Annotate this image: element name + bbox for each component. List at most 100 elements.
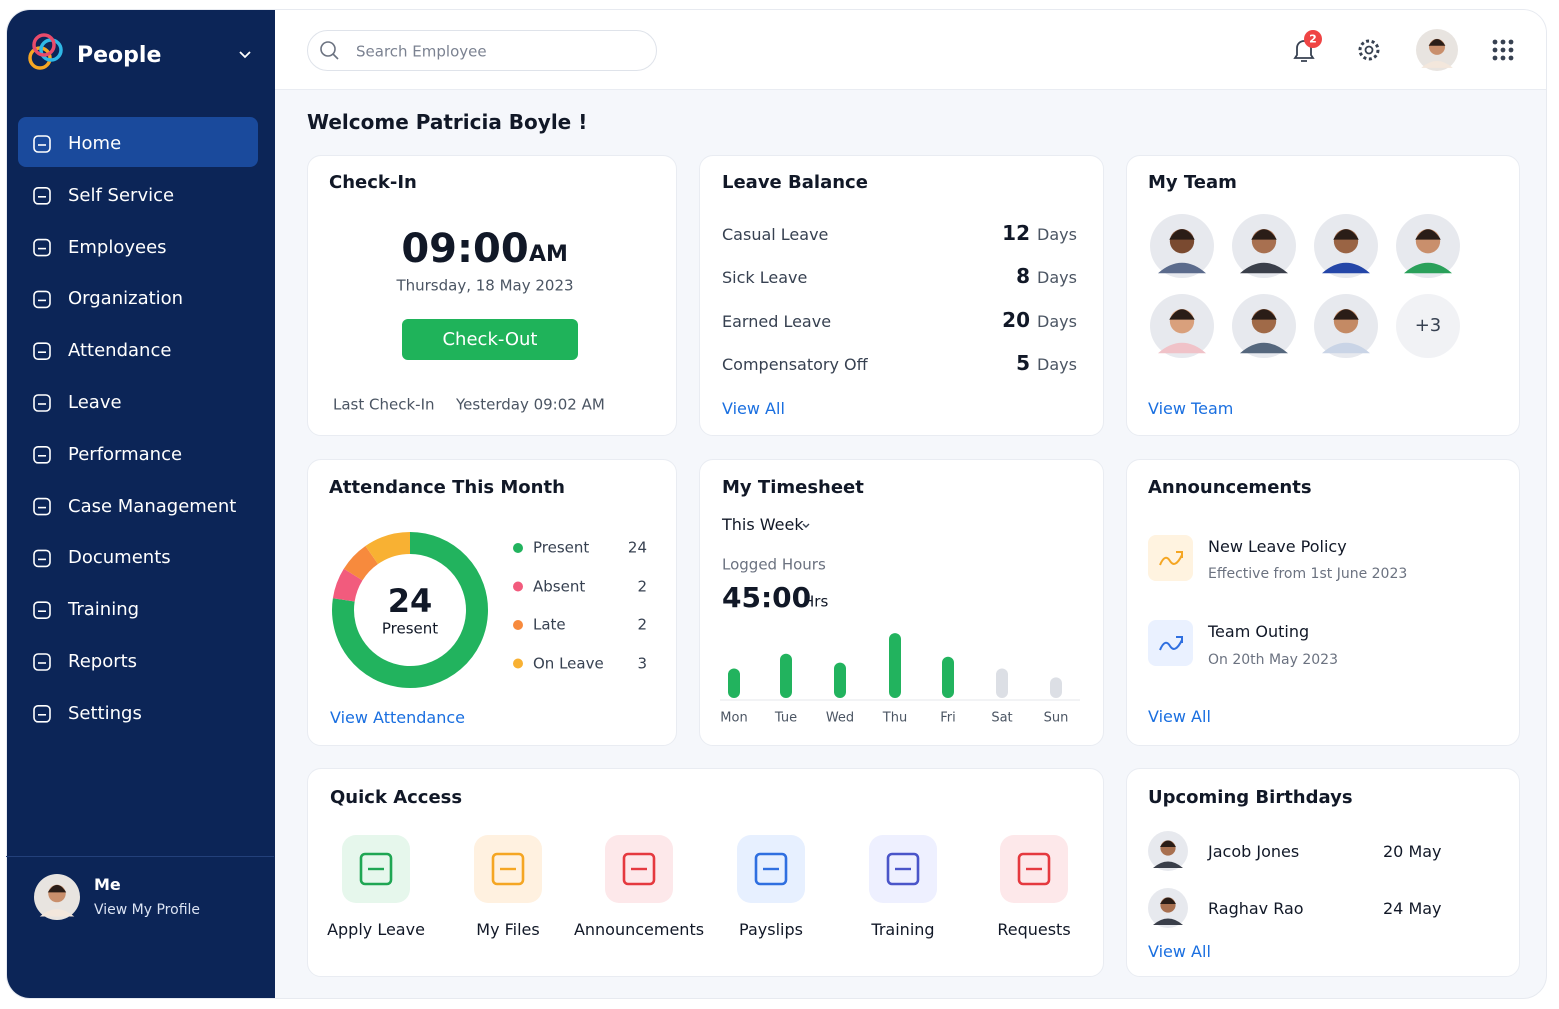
chevron — [239, 51, 251, 59]
card-title: Announcements — [1148, 477, 1312, 498]
apps-icon — [1500, 55, 1506, 61]
nav-item[interactable]: Home — [68, 133, 122, 154]
donut-segment — [332, 568, 363, 603]
nav-icon — [33, 497, 51, 516]
nav-item[interactable]: Attendance — [68, 340, 172, 362]
quick-glyph — [1017, 852, 1051, 886]
quick-label[interactable]: Payslips — [739, 920, 803, 939]
settings-icon — [1364, 45, 1374, 55]
avatar-body — [1153, 918, 1183, 925]
check-in-card — [307, 155, 677, 436]
card-title: Attendance This Month — [329, 477, 565, 498]
nav-active[interactable] — [18, 117, 258, 167]
apps-icon — [1500, 39, 1506, 45]
card-title: Quick Access — [330, 787, 463, 808]
announcement-glyph — [1159, 551, 1183, 566]
donut-segment — [343, 545, 379, 581]
nav-item[interactable]: Reports — [68, 651, 138, 672]
announcement-subtitle: Effective from 1st June 2023 — [1208, 566, 1408, 582]
check-out-button[interactable] — [402, 319, 578, 360]
sidebar-divider — [6, 856, 274, 857]
leave-days: 20 — [1002, 307, 1030, 332]
link[interactable]: View All — [1148, 942, 1211, 961]
nav-item[interactable]: Self Service — [68, 184, 175, 206]
apps-icon — [1492, 47, 1498, 53]
day-label: Thu — [882, 710, 908, 726]
birthday-name: Raghav Rao — [1208, 899, 1304, 918]
avatar-hair — [1160, 840, 1176, 847]
quick-label[interactable]: Requests — [997, 920, 1071, 939]
announcement-subtitle: On 20th May 2023 — [1208, 652, 1338, 668]
leave-days: 8 — [1016, 264, 1030, 289]
leave-card — [699, 155, 1104, 436]
nav-item[interactable]: Documents — [68, 547, 171, 569]
profile-name: Me — [94, 875, 121, 894]
leave-unit: Days — [1037, 225, 1077, 244]
quick-label[interactable]: Apply Leave — [327, 920, 425, 939]
legend-dot — [513, 581, 523, 592]
search-icon — [320, 41, 336, 57]
avatar-body — [39, 909, 75, 917]
leave-days: 12 — [1002, 221, 1030, 245]
leave-name: Compensatory Off — [722, 355, 868, 375]
bar — [834, 662, 846, 698]
birthday-date: 24 May — [1383, 899, 1442, 918]
nav-item[interactable]: Training — [68, 599, 140, 621]
nav-item[interactable]: Organization — [68, 288, 184, 310]
link[interactable]: View All — [722, 399, 785, 418]
nav-item[interactable]: Settings — [68, 702, 142, 724]
avatar-body — [1322, 262, 1370, 274]
profile-link[interactable]: View My Profile — [94, 902, 201, 918]
apps-icon — [1500, 47, 1506, 53]
attendance-card — [307, 459, 677, 746]
quick-label[interactable]: Announcements — [573, 920, 705, 939]
logged-value: 45:00 — [722, 581, 812, 614]
avatar-body — [1153, 861, 1183, 868]
legend-value: 2 — [637, 577, 647, 595]
button-label[interactable]: Check-Out — [442, 329, 538, 350]
avatar-hair — [1251, 229, 1277, 240]
leave-days: 5 — [1016, 351, 1030, 376]
app-name: People — [77, 43, 162, 68]
nav-item[interactable]: Performance — [68, 443, 183, 465]
leave-unit: Days — [1037, 355, 1077, 375]
legend-dot — [513, 620, 523, 630]
bar — [1050, 677, 1062, 698]
search-icon — [332, 53, 339, 60]
link[interactable]: View All — [1148, 707, 1211, 726]
bar — [780, 653, 792, 698]
period-select[interactable]: This Week — [722, 515, 804, 534]
avatar-hair — [1333, 229, 1359, 240]
legend-label: Absent — [533, 577, 586, 595]
avatar-body — [1240, 342, 1288, 354]
card-title: Check-In — [329, 172, 417, 193]
more-members — [1396, 294, 1460, 358]
nav-icon — [33, 187, 51, 205]
avatar-body — [1404, 262, 1452, 274]
logged-unit: Hrs — [803, 592, 829, 611]
quick-label[interactable]: Training — [871, 920, 935, 939]
legend-label: Present — [533, 538, 590, 557]
nav-item[interactable]: Case Management — [68, 495, 237, 517]
more-count: +3 — [1414, 315, 1442, 336]
leave-unit: Days — [1037, 268, 1077, 288]
legend-value: 24 — [627, 538, 647, 557]
link[interactable]: View Team — [1148, 399, 1234, 418]
nav-icon — [33, 549, 51, 568]
leave-name: Sick Leave — [722, 268, 808, 288]
avatar-body — [1158, 262, 1206, 274]
nav-item[interactable]: Employees — [68, 236, 167, 258]
legend-value: 3 — [637, 654, 647, 672]
birthday-name: Jacob Jones — [1208, 842, 1300, 861]
quick-label[interactable]: My Files — [476, 920, 540, 939]
legend-value: 2 — [637, 615, 647, 634]
search-placeholder[interactable]: Search Employee — [356, 42, 487, 61]
logo-part — [32, 33, 56, 57]
donut-segment — [365, 532, 411, 565]
search-box[interactable] — [307, 30, 657, 71]
link[interactable]: View Attendance — [330, 708, 465, 727]
apps-icon — [1508, 47, 1514, 53]
quick-glyph — [491, 852, 525, 886]
avatar-body — [1322, 342, 1370, 354]
nav-item[interactable]: Leave — [68, 392, 122, 413]
